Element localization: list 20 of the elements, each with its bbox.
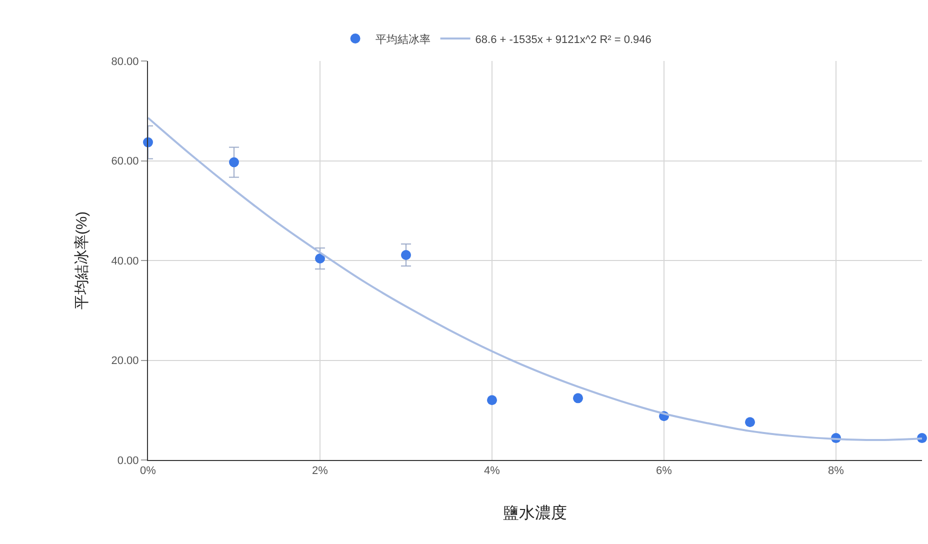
x-axis-title: 鹽水濃度 [503, 504, 567, 522]
point [487, 395, 497, 406]
y-tick-label: 60.00 [111, 156, 139, 168]
x-tick-label: 0% [140, 465, 156, 478]
point [401, 250, 411, 260]
point [315, 254, 325, 264]
y-tick-label: 20.00 [111, 355, 139, 368]
x-tick-label: 2% [312, 465, 328, 478]
point [745, 417, 755, 428]
y-axis-title: 平均結冰率(%) [74, 211, 91, 310]
legend-label: 68.6 + -1535x + 9121x^2 R² = 0.946 [475, 34, 652, 46]
point [573, 393, 583, 404]
x-tick-label: 4% [484, 465, 500, 478]
y-tick-label: 80.00 [111, 56, 139, 68]
y-tick-label: 40.00 [111, 255, 139, 268]
legend-label: 平均結冰率 [375, 32, 430, 46]
x-tick-label: 6% [656, 465, 672, 478]
point [229, 157, 239, 168]
y-tick-label: 0.00 [117, 454, 139, 467]
x-tick-label: 8% [828, 465, 844, 478]
